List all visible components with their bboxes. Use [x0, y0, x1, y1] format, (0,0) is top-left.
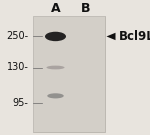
Text: 95-: 95- — [13, 98, 28, 108]
Ellipse shape — [46, 66, 64, 69]
Bar — [33, 16, 105, 132]
Text: Bcl9L: Bcl9L — [118, 30, 150, 43]
Text: 130-: 130- — [7, 63, 28, 72]
Text: B: B — [81, 2, 90, 15]
Text: 250-: 250- — [6, 31, 28, 41]
Ellipse shape — [45, 32, 66, 41]
Ellipse shape — [47, 93, 64, 98]
FancyArrow shape — [106, 33, 116, 40]
Text: A: A — [51, 2, 60, 15]
Bar — [33, 16, 105, 132]
